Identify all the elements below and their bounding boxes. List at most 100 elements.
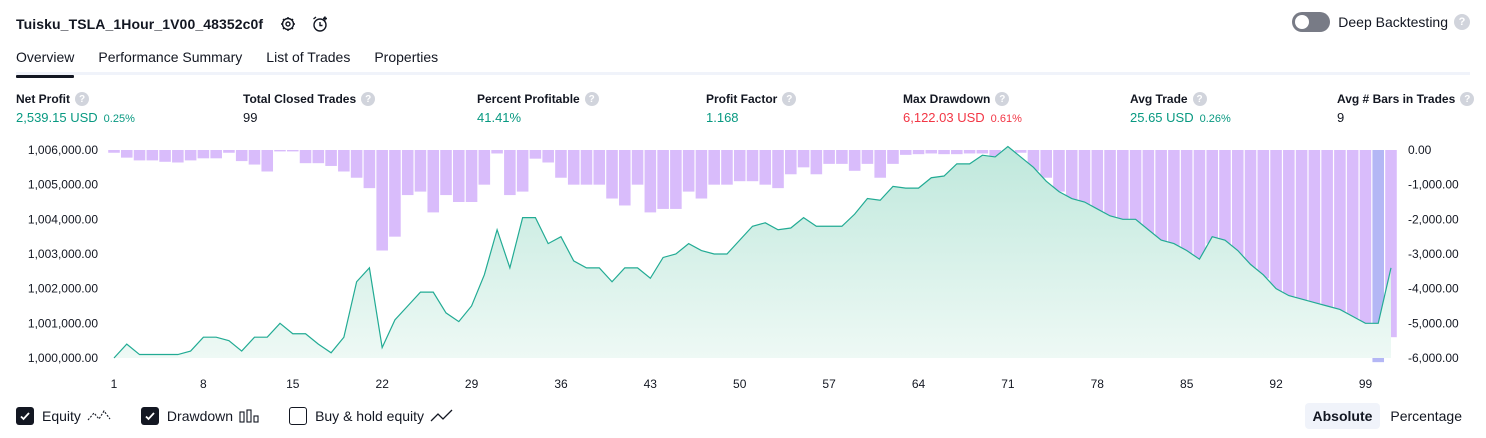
metric-percent: 0.26% xyxy=(1199,113,1231,125)
drawdown-bar xyxy=(759,150,772,185)
drawdown-bar xyxy=(261,150,274,172)
help-icon[interactable]: ? xyxy=(584,92,599,106)
tab-properties[interactable]: Properties xyxy=(374,49,439,65)
drawdown-bar xyxy=(1270,150,1282,303)
x-axis-tick-label: 50 xyxy=(733,377,747,391)
chart-footer: Equity Drawdown Buy & hold equity Absolu… xyxy=(16,402,1470,430)
scale-mode: Absolute Percentage xyxy=(1303,402,1471,430)
metric-percent: 0.25% xyxy=(103,113,135,125)
drawdown-bar xyxy=(1155,150,1167,244)
drawdown-bar xyxy=(159,150,171,162)
right-axis: 0.00 -1,000.00 -2,000.00 -3,000.00 -4,000.00… xyxy=(1408,143,1459,365)
drawdown-bar xyxy=(593,150,606,185)
buy-hold-line-icon xyxy=(430,409,454,423)
right-axis-tick-label: -3,000.00 xyxy=(1408,247,1459,261)
help-icon[interactable]: ? xyxy=(1460,92,1475,106)
right-axis-tick-label: 0.00 xyxy=(1408,143,1432,157)
drawdown-bar xyxy=(223,150,235,153)
drawdown-bar xyxy=(440,150,452,196)
drawdown-bar xyxy=(1168,150,1180,251)
drawdown-bar xyxy=(555,150,567,178)
drawdown-bar xyxy=(785,150,797,175)
help-icon[interactable]: ? xyxy=(1192,92,1207,106)
drawdown-bar xyxy=(938,150,950,155)
metric-profit-factor: Profit Factor? 1.168 xyxy=(706,92,797,125)
equity-drawdown-chart[interactable]: 1,006,000.00 1,005,000.00 1,004,000.00 1,00… xyxy=(0,140,1486,396)
drawdown-bar xyxy=(619,150,631,206)
drawdown-bar xyxy=(899,150,912,155)
add-alert-icon[interactable] xyxy=(309,13,331,35)
help-icon[interactable]: ? xyxy=(995,92,1010,106)
metric-net-profit: Net Profit? 2,539.15 USD 0.25% xyxy=(16,92,135,125)
metric-label: Total Closed Trades xyxy=(243,92,357,106)
drawdown-bar xyxy=(1180,150,1193,258)
x-axis-tick-label: 92 xyxy=(1269,377,1283,391)
drawdown-bar xyxy=(874,150,886,178)
toggle-knob xyxy=(1295,15,1310,29)
drawdown-bar xyxy=(401,150,414,196)
drawdown-bar xyxy=(1244,150,1257,275)
drawdown-bar xyxy=(312,150,325,164)
left-axis-tick-label: 1,006,000.00 xyxy=(28,143,98,157)
drawdown-bar xyxy=(695,150,708,199)
right-axis-tick-label: -6,000.00 xyxy=(1408,351,1459,365)
left-axis-tick-label: 1,004,000.00 xyxy=(28,212,98,226)
drawdown-bar xyxy=(248,150,261,165)
deep-backtesting-label: Deep Backtesting xyxy=(1338,14,1448,30)
drawdown-bar xyxy=(1385,150,1397,338)
drawdown-bar xyxy=(721,150,733,185)
drawdown-bar xyxy=(951,150,963,155)
drawdown-bar xyxy=(733,150,746,182)
drawdown-bar xyxy=(1372,150,1385,363)
metric-percent: 0.61% xyxy=(990,113,1022,125)
deep-backtesting-toggle[interactable] xyxy=(1292,12,1331,32)
drawdown-bar xyxy=(925,150,938,154)
drawdown-bar xyxy=(644,150,657,213)
drawdown-bar xyxy=(465,150,478,202)
legend-equity[interactable]: Equity xyxy=(16,407,111,425)
right-axis-tick-label: -5,000.00 xyxy=(1408,316,1459,330)
deep-backtesting: Deep Backtesting ? xyxy=(1292,12,1470,32)
legend-drawdown[interactable]: Drawdown xyxy=(140,407,259,425)
tab-list-of-trades[interactable]: List of Trades xyxy=(266,49,351,65)
legend-label: Buy & hold equity xyxy=(315,408,425,424)
help-icon[interactable]: ? xyxy=(782,92,797,106)
drawdown-bar xyxy=(1283,150,1295,310)
x-axis: 1 8 15 22 29 36 43 50 57 64 71 78 85 92 99 xyxy=(111,377,1373,391)
drawdown-bar xyxy=(1117,150,1129,227)
drawdown-bar xyxy=(657,150,669,209)
x-axis-tick-label: 78 xyxy=(1091,377,1105,391)
drawdown-bar xyxy=(350,150,363,178)
drawdown-bar xyxy=(976,150,989,154)
drawdown-bar xyxy=(172,150,184,163)
drawdown-bar xyxy=(1346,150,1359,327)
tab-performance-summary[interactable]: Performance Summary xyxy=(98,49,243,65)
drawdown-bar xyxy=(478,150,491,185)
help-icon[interactable]: ? xyxy=(1454,14,1470,30)
legend-label: Drawdown xyxy=(166,408,234,424)
drawdown-bar xyxy=(797,150,810,168)
tab-overview[interactable]: Overview xyxy=(16,45,75,78)
metric-label: Max Drawdown xyxy=(903,92,991,106)
drawdown-bar xyxy=(1129,150,1142,227)
percentage-button[interactable]: Percentage xyxy=(1390,408,1462,424)
drawdown-bar xyxy=(912,150,925,155)
drawdown-checkbox[interactable] xyxy=(140,407,159,425)
legend-buy-hold-equity[interactable]: Buy & hold equity xyxy=(289,407,454,425)
absolute-button[interactable]: Absolute xyxy=(1304,403,1381,429)
metric-avg-trade: Avg Trade? 25.65 USD 0.26% xyxy=(1130,92,1231,125)
drawdown-bar xyxy=(1219,150,1231,254)
metric-avg-bars-in-trades: Avg # Bars in Trades? 9 xyxy=(1337,92,1475,125)
buy-hold-checkbox[interactable] xyxy=(289,407,308,425)
metric-value: 9 xyxy=(1337,110,1345,125)
drawdown-bar xyxy=(529,150,542,159)
metric-max-drawdown: Max Drawdown? 6,122.03 USD 0.61% xyxy=(903,92,1022,125)
help-icon[interactable]: ? xyxy=(361,92,376,106)
equity-checkbox[interactable] xyxy=(16,407,34,425)
drawdown-bar xyxy=(389,150,401,237)
drawdown-bar xyxy=(1334,150,1346,317)
help-icon[interactable]: ? xyxy=(75,92,89,106)
equity-line xyxy=(113,145,1392,359)
drawdown-bar xyxy=(197,150,210,159)
gear-icon[interactable] xyxy=(277,13,299,35)
